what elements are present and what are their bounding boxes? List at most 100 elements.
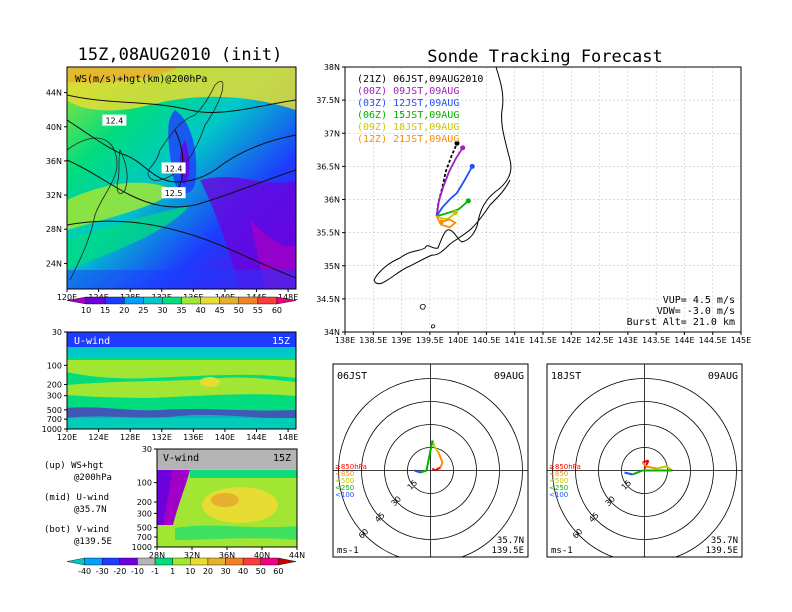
v-ytick-label: 700 (137, 533, 152, 542)
v-ytick-label: 500 (137, 524, 152, 533)
hodograph-legend-entry: <500 (335, 477, 354, 485)
track-xtick-label: 138E (335, 336, 355, 345)
track-xtick-label: 141.5E (529, 336, 557, 345)
hodograph-legend-entry: <500 (549, 477, 568, 485)
v-colorbar-swatch (190, 557, 209, 566)
track-legend-entry: (00Z) 09JST,09AUG (357, 86, 459, 97)
u-xtick-label: 128E (120, 433, 140, 442)
colorbar-swatch (200, 296, 220, 305)
v-colorbar-swatch (278, 557, 297, 566)
hodograph-trace (431, 467, 436, 472)
hodograph-lat: 35.7N (711, 536, 738, 546)
hodograph-trace (656, 465, 667, 470)
colorbar-swatch (257, 296, 278, 305)
colorbar-label: 15 (100, 306, 110, 315)
colorbar-swatch (276, 296, 297, 305)
colorbar-swatch (104, 296, 125, 305)
contour-label: 12.5 (165, 189, 183, 198)
ws-field (67, 67, 296, 289)
contour-label: 12.4 (165, 164, 183, 173)
hodograph-date: 09AUG (494, 371, 524, 382)
u-xtick-label: 120E (57, 433, 77, 442)
v-colorbar-swatch (207, 557, 226, 566)
note-up-1: (up) WS+hgt (44, 461, 104, 471)
track-ytick-label: 34.5N (316, 295, 340, 304)
track-endpoint (465, 198, 471, 204)
v-colorbar-label: -30 (96, 567, 109, 576)
track-xtick-label: 142.5E (586, 336, 614, 345)
map-ytick-label: 44N (46, 89, 62, 98)
v-colorbar-swatch (66, 557, 85, 566)
v-colorbar-swatch (154, 557, 173, 566)
v-ytick-label: 100 (137, 479, 152, 488)
v-wind-label: V-wind (163, 453, 199, 464)
map-ytick-label: 32N (46, 191, 62, 200)
track-line (435, 147, 464, 217)
v-colorbar-label: -10 (131, 567, 144, 576)
contour-label-bg (102, 114, 127, 126)
map-ytick-label: 28N (46, 225, 62, 234)
hodograph-trace (439, 462, 444, 468)
hodograph-lon: 139.5E (491, 546, 524, 556)
v-ytick-label: 30 (142, 445, 152, 454)
track-ytick-label: 37.5N (316, 96, 340, 105)
v-colorbar-swatch (84, 557, 103, 566)
colorbar-swatch (143, 296, 163, 305)
hodograph-legend-entry: <100 (335, 491, 354, 499)
hodograph-legend-entry: <100 (549, 491, 568, 499)
colorbar-swatch (238, 296, 259, 305)
track-ytick-label: 36.5N (316, 162, 340, 171)
hodograph-lon: 139.5E (705, 546, 738, 556)
v-wind-time: 15Z (273, 453, 291, 464)
contour-label: 12.4 (105, 117, 123, 126)
track-ytick-label: 36N (324, 196, 340, 205)
colorbar-label: 25 (138, 306, 148, 315)
u-xtick-label: 144E (246, 433, 266, 442)
track-info-line: VDW= -3.0 m/s (657, 306, 735, 317)
hodograph-legend-entry: <850 (335, 470, 354, 478)
v-wind-field (157, 449, 297, 547)
track-xtick-label: 142E (561, 336, 581, 345)
hodograph-time: 18JST (551, 371, 581, 382)
map-inset-label: WS(m/s)+hgt(km)@200hPa (75, 74, 207, 85)
track-xtick-label: 145E (731, 336, 751, 345)
hodograph-time: 06JST (337, 371, 367, 382)
track-xtick-label: 144E (674, 336, 694, 345)
note-mid-1: (mid) U-wind (44, 493, 109, 503)
v-ytick-label: 200 (137, 498, 152, 507)
hodograph-legend-entry: ≥850hPa (335, 463, 367, 471)
hodograph-trace (434, 466, 441, 472)
u-ytick-label: 300 (47, 392, 62, 401)
map-ytick-label: 24N (46, 259, 62, 268)
u-ytick-label: 700 (47, 415, 62, 424)
u-ytick-label: 200 (47, 380, 62, 389)
u-wind-label: U-wind (74, 336, 110, 347)
v-xtick-label: 40N (254, 551, 270, 560)
track-xtick-label: 143.5E (642, 336, 670, 345)
hodograph-trace (437, 452, 444, 463)
v-colorbar-label: 60 (273, 567, 283, 576)
track-xtick-label: 141E (505, 336, 525, 345)
v-colorbar-label: 30 (220, 567, 230, 576)
v-colorbar-swatch (137, 557, 156, 566)
track-info-line: Burst Alt= 21.0 km (627, 317, 735, 328)
v-xtick-label: 36N (219, 551, 235, 560)
hodograph-trace (632, 469, 643, 476)
u-wind-frame (66, 331, 297, 430)
track-endpoint (460, 145, 466, 151)
colorbar-label: 50 (234, 306, 244, 315)
v-xtick-label: 32N (184, 551, 200, 560)
track-legend-entry: (03Z) 12JST,09AUG (357, 98, 459, 109)
track-endpoint (452, 210, 458, 216)
v-colorbar-label: 40 (238, 567, 248, 576)
v-colorbar-swatch (260, 557, 279, 566)
contour-label-bg (161, 187, 186, 199)
map-ytick-label: 36N (46, 157, 62, 166)
hodograph-date: 09AUG (708, 371, 738, 382)
note-mid-2: @35.7N (74, 505, 107, 515)
colorbar-label: 10 (81, 306, 91, 315)
hodograph-legend-entry: <250 (335, 484, 354, 492)
v-colorbar-label: 10 (185, 567, 195, 576)
u-xtick-label: 148E (278, 433, 298, 442)
